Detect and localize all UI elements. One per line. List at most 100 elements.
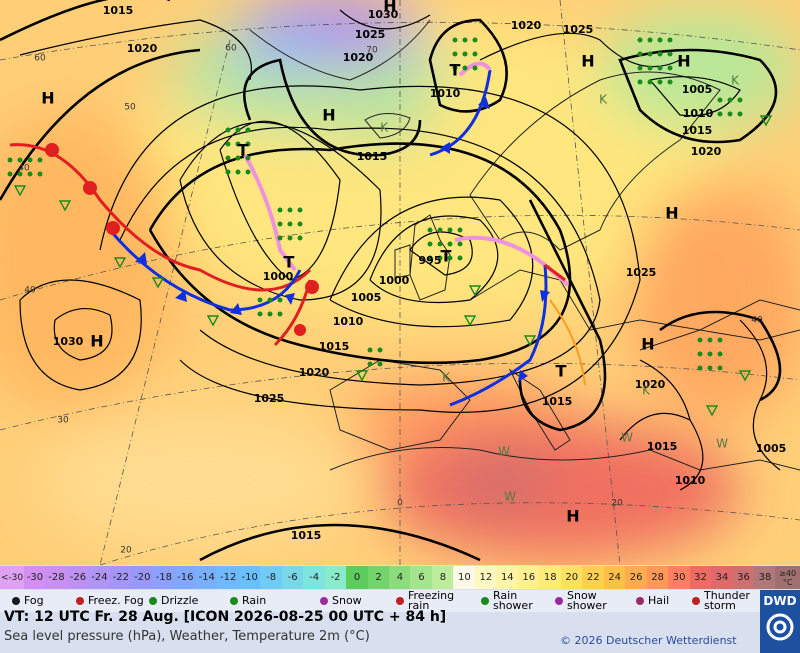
rain-symbol: [245, 155, 251, 161]
rain-symbol: [637, 65, 643, 71]
weather-legend-item: Freez. Fog: [72, 590, 144, 612]
weather-legend-item: Fog: [8, 590, 44, 612]
isobar-label: 1010: [683, 107, 714, 120]
grid-label: 70: [366, 46, 378, 56]
rain-symbol: [637, 37, 643, 43]
pressure-center: H: [322, 106, 335, 125]
isobar-label: 1020: [343, 51, 374, 64]
pressure-center: H: [566, 507, 579, 526]
fronts: [9, 61, 586, 407]
rain-symbol: [277, 311, 283, 317]
map-labels: 1015 1020 1030 1025 1020 1015 1010 1020 1025 1005…: [18, 0, 786, 556]
weather-icon: [555, 597, 563, 605]
rain-symbol: [707, 337, 713, 343]
rain-symbol: [17, 157, 23, 163]
grid-label: 40: [18, 164, 30, 174]
isobar-label: 1015: [682, 124, 713, 137]
shower-symbol: [468, 285, 482, 297]
rain-symbol: [245, 141, 251, 147]
rain-symbol: [717, 351, 723, 357]
rain-symbol: [667, 79, 673, 85]
rain-symbol: [277, 297, 283, 303]
rain-symbol: [647, 79, 653, 85]
rain-symbol: [697, 365, 703, 371]
weather-legend-label: Freez. Fog: [88, 594, 144, 607]
isobar-label: 1025: [254, 392, 285, 405]
colorbar-cell: -2: [324, 566, 347, 589]
colorbar-cell: 18: [539, 566, 562, 589]
rain-symbol: [727, 97, 733, 103]
shower-symbol: [738, 370, 752, 382]
rain-symbol: [437, 241, 443, 247]
weather-icon-shape: [555, 597, 563, 605]
colorbar-high-cell: ≥40 °C: [775, 566, 800, 589]
pressure-center: H: [90, 332, 103, 351]
shower-symbol: [206, 315, 220, 327]
colorbar-cell: -28: [45, 566, 68, 589]
isobar-label: 1005: [756, 442, 787, 455]
shower-symbol: [113, 257, 127, 269]
rain-symbol: [257, 311, 263, 317]
rain-symbol: [452, 51, 458, 57]
rain-symbol: [452, 65, 458, 71]
colorbar-cell: -30: [24, 566, 46, 589]
isobar-label: 1005: [682, 83, 713, 96]
valid-time: VT: 12 UTC Fr. 28 Aug. [ICON 2026-08-25 …: [4, 609, 447, 625]
shower-symbol: [759, 115, 773, 127]
weather-icon-shape: [481, 597, 489, 605]
pressure-center: H: [581, 52, 594, 71]
rain-symbol: [462, 37, 468, 43]
weather-letter: K: [731, 74, 740, 88]
rain-symbol: [427, 255, 433, 261]
weather-legend-item: Drizzle: [145, 590, 198, 612]
grid-label: 30: [57, 416, 69, 426]
isobar-label: 1020: [691, 145, 722, 158]
rain-symbol: [267, 311, 273, 317]
pressure-center: T: [284, 253, 295, 272]
colorbar-cell: 6: [410, 566, 433, 589]
colorbar-cell: 24: [603, 566, 626, 589]
isobar-label: 1005: [351, 291, 382, 304]
colorbar-cell: -18: [152, 566, 175, 589]
rain-symbol: [367, 361, 373, 367]
rain-symbol: [707, 365, 713, 371]
colorbar-cell: -8: [260, 566, 283, 589]
rain-symbol: [427, 227, 433, 233]
rain-symbol: [245, 169, 251, 175]
isobar-label: 1020: [635, 378, 666, 391]
pressure-center: T: [450, 61, 461, 80]
weather-icon: [320, 597, 328, 605]
colorbar-cell: 14: [496, 566, 519, 589]
weather-legend-item: Freezing rain: [392, 590, 470, 612]
colorbar-cell: -14: [195, 566, 218, 589]
weather-legend-label: Hail: [648, 594, 670, 607]
rain-symbol: [235, 169, 241, 175]
shower-symbol: [463, 315, 477, 327]
logo-icon: [766, 613, 794, 641]
rain-symbol: [235, 127, 241, 133]
colorbar-cell: 28: [646, 566, 669, 589]
weather-legend-label: Drizzle: [161, 594, 199, 607]
weather-legend-label: Snow shower: [567, 589, 607, 612]
colorbar-cell: -16: [174, 566, 197, 589]
isobar-label: 1025: [355, 28, 386, 41]
weather-legend-label: Thunder storm: [704, 589, 750, 612]
rain-symbol: [717, 111, 723, 117]
rain-symbol: [717, 337, 723, 343]
colorbar-cell: -12: [217, 566, 240, 589]
rain-symbol: [427, 241, 433, 247]
isobar-label: 1015: [647, 440, 678, 453]
grid-label: 40: [24, 286, 36, 296]
isobar-label: 1000: [379, 274, 410, 287]
rain-symbol: [225, 155, 231, 161]
rain-symbol: [7, 171, 13, 177]
rain-symbol: [277, 235, 283, 241]
weather-icon: [12, 597, 20, 605]
rain-symbol: [462, 65, 468, 71]
weather-legend: Fog Freez. Fog Drizzle Rain Snow Freezing rai…: [0, 590, 800, 612]
isobar-label: 1010: [333, 315, 364, 328]
isobar-label: 1020: [127, 42, 158, 55]
colorbar-cell: -20: [131, 566, 154, 589]
weather-letter: K: [380, 121, 389, 135]
